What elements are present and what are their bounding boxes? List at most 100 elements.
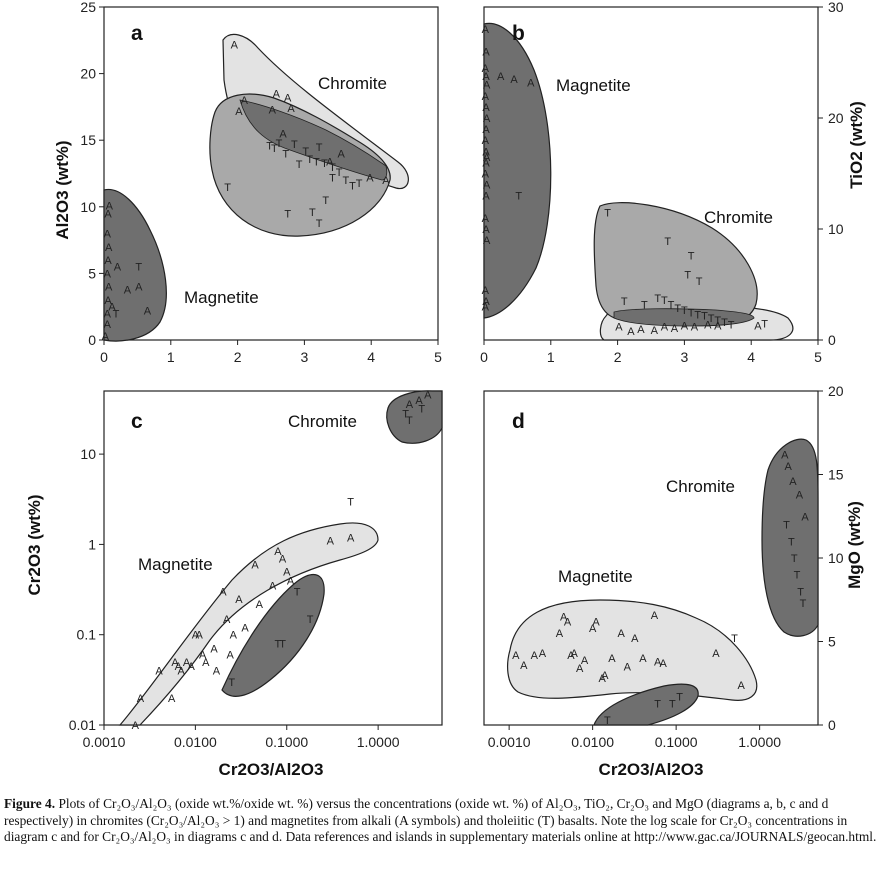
- y-axis-label: Al2O3 (wt%): [53, 140, 72, 239]
- data-point-a: A: [598, 673, 606, 685]
- data-point-a: A: [195, 630, 203, 642]
- data-point-t: T: [313, 157, 320, 169]
- data-point-a: A: [135, 282, 143, 294]
- data-point-t: T: [321, 158, 328, 170]
- data-point-a: A: [482, 296, 490, 308]
- data-point-a: A: [256, 599, 264, 611]
- data-point-a: A: [168, 693, 176, 705]
- x-tick-label: 1: [167, 349, 175, 365]
- x-axis-label: Cr2O3/Al2O3: [599, 760, 704, 779]
- data-point-a: A: [108, 302, 116, 314]
- data-point-a: A: [155, 666, 163, 678]
- data-point-t: T: [515, 191, 522, 203]
- data-point-t: T: [761, 318, 768, 330]
- data-point-a: A: [531, 650, 539, 662]
- data-point-t: T: [668, 299, 675, 311]
- x-tick-label: 5: [434, 349, 442, 365]
- x-tick-label: 0.1000: [265, 734, 308, 750]
- data-point-a: A: [347, 532, 355, 544]
- data-point-a: A: [482, 71, 490, 83]
- data-point-a: A: [104, 319, 112, 331]
- data-point-a: A: [482, 224, 490, 236]
- data-point-a: A: [219, 587, 227, 599]
- data-point-a: A: [570, 648, 578, 660]
- region-overlap: [613, 308, 755, 327]
- figure-caption: Figure 4. Plots of Cr₂O₃/Al₂O₃ (oxide wt…: [4, 796, 890, 846]
- data-point-t: T: [276, 138, 283, 150]
- data-point-a: A: [737, 680, 745, 692]
- data-point-a: A: [482, 146, 490, 158]
- data-point-a: A: [178, 666, 186, 678]
- data-point-a: A: [482, 102, 490, 114]
- data-point-a: A: [241, 95, 249, 107]
- data-point-a: A: [520, 660, 528, 672]
- data-point-a: A: [279, 553, 287, 565]
- data-point-t: T: [296, 159, 303, 171]
- data-point-a: A: [183, 657, 191, 669]
- data-point-a: A: [581, 655, 589, 667]
- data-point-a: A: [137, 693, 145, 705]
- y-tick-label: 5: [828, 634, 836, 650]
- data-point-a: A: [424, 389, 432, 401]
- data-point-a: A: [287, 103, 295, 115]
- data-point-t: T: [661, 295, 668, 307]
- data-point-t: T: [641, 299, 648, 311]
- data-point-a: A: [106, 200, 114, 212]
- data-point-a: A: [251, 559, 259, 571]
- region-label-chromite: Chromite: [704, 208, 773, 227]
- y-axis-label: TiO2 (wt%): [847, 101, 866, 189]
- x-tick-label: 0.0100: [571, 734, 614, 750]
- data-point-a: A: [406, 399, 414, 411]
- region-label-magnetite: Magnetite: [558, 567, 633, 586]
- data-point-t: T: [302, 146, 309, 158]
- y-tick-label: 10: [828, 550, 844, 566]
- data-point-a: A: [482, 91, 490, 103]
- data-point-t: T: [266, 141, 273, 153]
- x-tick-label: 5: [814, 349, 822, 365]
- data-point-t: T: [306, 154, 313, 166]
- data-point-a: A: [287, 575, 295, 587]
- data-point-a: A: [510, 74, 518, 86]
- data-point-a: A: [114, 262, 122, 274]
- x-tick-label: 1: [547, 349, 555, 365]
- data-point-t: T: [322, 195, 329, 207]
- data-point-t: T: [674, 303, 681, 315]
- data-point-a: A: [482, 24, 490, 36]
- data-point-t: T: [708, 313, 715, 325]
- data-point-a: A: [796, 490, 804, 502]
- data-point-a: A: [627, 326, 635, 338]
- data-point-t: T: [684, 270, 691, 282]
- data-point-a: A: [801, 511, 809, 523]
- data-point-a: A: [539, 648, 547, 660]
- data-point-t: T: [356, 178, 363, 190]
- region-chromite-lower: [209, 93, 391, 237]
- y-tick-label: 0: [828, 717, 836, 733]
- data-point-a: A: [482, 285, 490, 297]
- data-point-t: T: [688, 251, 695, 263]
- data-point-a: A: [781, 449, 789, 461]
- data-point-a: A: [132, 720, 140, 732]
- region-label-magnetite: Magnetite: [138, 555, 213, 574]
- data-point-a: A: [482, 124, 490, 136]
- y-tick-label: 0: [88, 332, 96, 348]
- data-point-a: A: [202, 657, 210, 669]
- data-point-a: A: [691, 322, 699, 334]
- data-point-a: A: [213, 666, 221, 678]
- data-point-a: A: [592, 616, 600, 628]
- data-point-a: A: [326, 157, 334, 169]
- data-point-a: A: [712, 648, 720, 660]
- data-point-t: T: [294, 587, 301, 599]
- x-axis-label: Cr2O3/Al2O3: [219, 760, 324, 779]
- data-point-t: T: [654, 698, 661, 710]
- data-point-a: A: [512, 650, 520, 662]
- data-point-a: A: [527, 77, 535, 89]
- data-point-a: A: [482, 135, 490, 147]
- data-point-t: T: [291, 139, 298, 151]
- data-point-a: A: [104, 268, 112, 280]
- data-point-t: T: [336, 167, 343, 179]
- region-label-chromite: Chromite: [288, 412, 357, 431]
